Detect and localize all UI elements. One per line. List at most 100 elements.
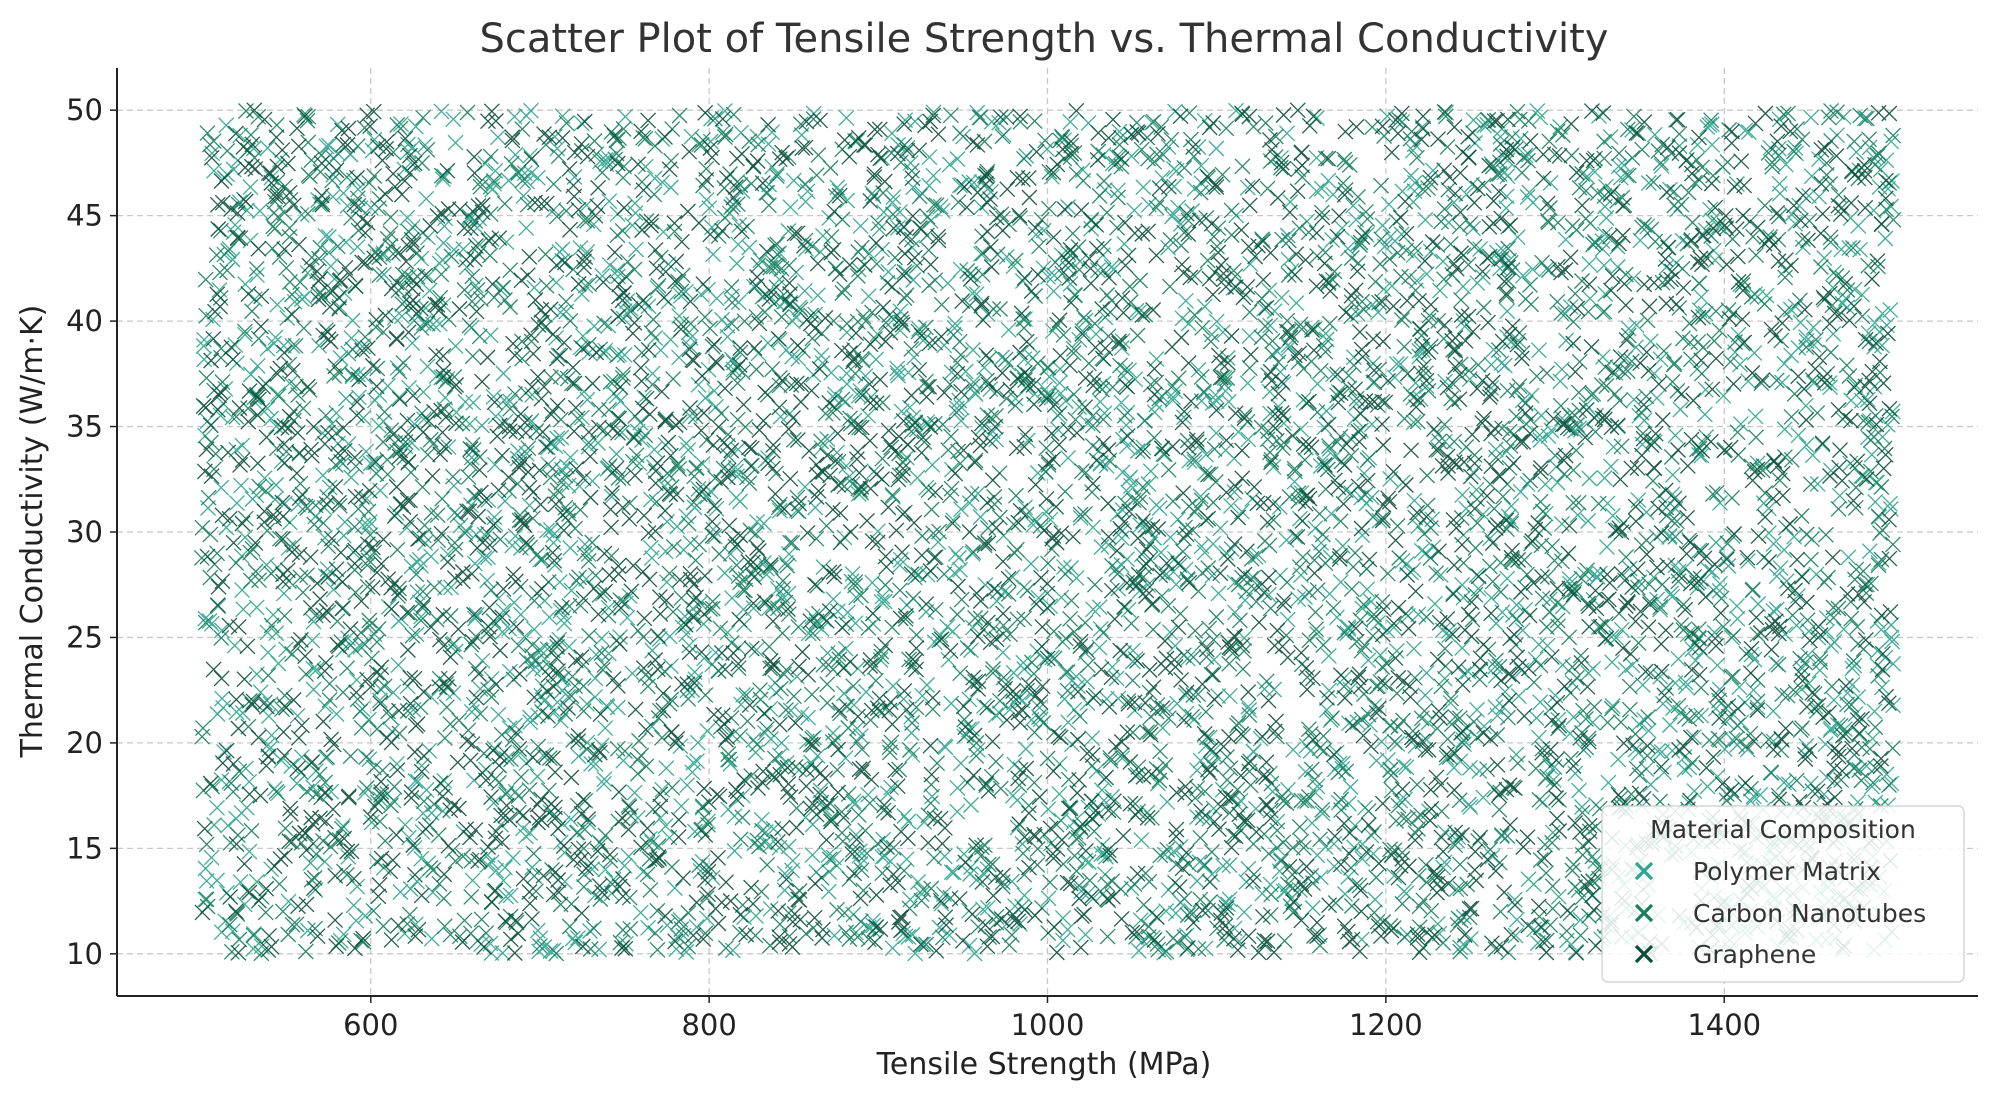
data-point [875,204,892,221]
data-point [1765,703,1782,720]
data-point [320,137,337,154]
data-point [1196,298,1213,315]
data-point [1349,714,1366,731]
data-point [1293,484,1310,501]
data-point [1752,786,1769,803]
data-point [624,217,641,234]
data-point [809,287,826,304]
data-point [1780,776,1797,793]
data-point [1604,507,1621,524]
data-point [1572,911,1589,928]
data-point [1506,891,1523,908]
data-point [1878,766,1895,783]
data-point [1864,778,1880,795]
data-point [764,124,780,141]
data-point [393,116,409,133]
data-point [1036,651,1053,668]
data-point [1640,722,1657,739]
data-point [1324,232,1341,248]
data-point [1508,597,1525,613]
data-point [821,863,838,880]
data-point [1158,903,1175,920]
data-point [1707,252,1724,269]
data-point [616,857,633,874]
data-point [423,930,440,947]
data-point [266,780,283,797]
data-point [1388,642,1405,659]
data-point [1325,366,1342,383]
data-point [915,936,932,953]
data-point [542,522,559,538]
data-point [396,925,413,942]
data-point [1262,317,1279,334]
data-point [632,414,649,431]
data-point [552,304,569,321]
data-point [698,191,715,208]
data-point [1016,887,1033,904]
data-point [1308,183,1325,200]
data-point [1613,621,1630,638]
data-point [1307,520,1324,537]
data-point [497,859,513,876]
data-point [871,221,888,238]
data-point [1004,569,1021,586]
data-point [1084,730,1101,747]
data-point [1432,567,1449,584]
data-point [445,111,462,128]
data-point [1790,427,1807,444]
data-point [1429,915,1446,932]
data-point [1596,257,1613,274]
data-point [1142,463,1159,480]
data-point [401,829,417,846]
data-point [1074,323,1091,339]
data-point [1221,688,1238,705]
data-point [1476,718,1493,735]
data-point [498,888,514,905]
data-point [1177,292,1194,309]
data-point [1747,408,1764,425]
data-point [593,737,610,754]
data-point [1861,543,1878,560]
data-point [1825,692,1842,709]
data-point [1574,799,1590,815]
data-point [1581,470,1598,487]
data-point [914,687,931,704]
data-point [1208,313,1225,330]
data-point [1346,839,1363,856]
data-point [829,603,846,620]
data-point [1604,698,1621,714]
data-point [922,212,939,229]
data-point [1436,670,1453,687]
data-point [1790,587,1806,604]
data-point [845,793,862,810]
data-point [657,818,674,835]
data-point [687,671,704,688]
data-point [1859,391,1876,408]
data-point [825,591,842,608]
data-point [1534,794,1551,811]
data-point [1774,374,1791,391]
data-point [1111,123,1128,140]
data-point [1462,759,1478,776]
data-point [701,200,718,217]
data-point [1226,484,1243,501]
data-point [973,245,989,262]
data-point [1804,447,1821,464]
data-point [1328,609,1345,626]
data-point [561,638,578,655]
data-point [1664,466,1681,483]
data-point [951,177,968,194]
data-point [628,241,645,258]
data-point [963,642,979,659]
data-point [595,775,612,792]
data-point [293,206,310,223]
data-point [1169,695,1186,712]
data-point [1569,507,1586,523]
data-point [939,275,956,292]
data-point [1247,548,1264,565]
data-point [1740,373,1757,390]
data-point [1009,819,1026,836]
data-point [900,928,917,945]
data-point [932,198,949,215]
